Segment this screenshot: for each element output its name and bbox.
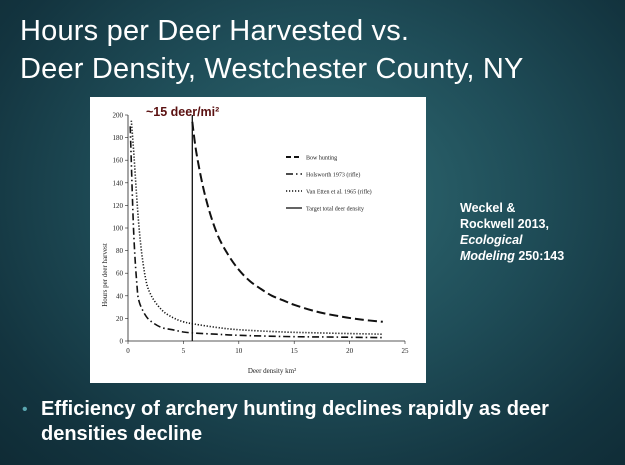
legend-label: Van Etten et al. 1965 (rifle): [306, 189, 372, 196]
series-line-1: [191, 121, 383, 323]
x-tick-label: 25: [402, 347, 410, 355]
chart-svg: 0 20 40 60 80 100 120 140 160 180 200 0 5 10 15 20 25 Bo…: [101, 105, 410, 375]
y-tick-label: 180: [113, 134, 124, 142]
legend-label: Bow hunting: [306, 156, 337, 162]
citation-authors: Weckel &: [460, 201, 516, 215]
chart-axes: [127, 115, 405, 342]
series-line-2: [129, 126, 383, 339]
bullet-text: Efficiency of archery hunting declines r…: [41, 398, 549, 445]
citation-journal-1: Ecological: [460, 233, 523, 247]
chart-lines: [129, 115, 383, 341]
y-tick-label: 100: [113, 225, 124, 233]
slide-title: Hours per Deer Harvested vs. Deer Densit…: [20, 12, 620, 88]
x-tick-label: 15: [291, 347, 299, 355]
title-line-1: Hours per Deer Harvested vs.: [20, 15, 410, 47]
y-tick-label: 60: [116, 270, 124, 278]
x-tick-label: 10: [235, 347, 243, 355]
y-tick-label: 80: [116, 247, 124, 255]
series-line-3: [130, 120, 383, 335]
chart-legend: Bow hunting Holsworth 1973 (rifle) Van Ett…: [286, 156, 372, 213]
legend-label: Target total deer density: [306, 207, 364, 213]
y-tick-label: 40: [116, 292, 124, 300]
y-tick-label: 20: [116, 315, 124, 323]
chart-figure: 0 20 40 60 80 100 120 140 160 180 200 0 5 10 15 20 25 Bo…: [90, 97, 426, 383]
chart-ticks: 0 20 40 60 80 100 120 140 160 180 200 0 5 10 15 20 25: [113, 112, 410, 356]
y-tick-label: 160: [113, 157, 124, 165]
y-tick-label: 0: [120, 338, 124, 346]
y-axis-label: Hours per deer harvest: [101, 243, 109, 307]
bullet-dot-icon: •: [22, 401, 28, 418]
y-tick-label: 200: [113, 112, 124, 120]
citation-journal-2: Modeling: [460, 249, 515, 263]
x-tick-label: 20: [346, 347, 354, 355]
y-tick-label: 120: [113, 202, 124, 210]
citation-ref: 250:143: [514, 249, 565, 263]
citation-year: Rockwell 2013,: [460, 217, 549, 231]
density-annotation: ~15 deer/mi²: [146, 105, 219, 119]
x-tick-label: 0: [126, 347, 130, 355]
x-tick-label: 5: [182, 347, 186, 355]
legend-label: Holsworth 1973 (rifle): [306, 172, 360, 179]
citation: Weckel & Rockwell 2013, Ecological Model…: [460, 200, 610, 264]
title-line-2: Deer Density, Westchester County, NY: [20, 53, 524, 85]
x-axis-label: Deer density km²: [248, 367, 296, 375]
y-tick-label: 140: [113, 179, 124, 187]
